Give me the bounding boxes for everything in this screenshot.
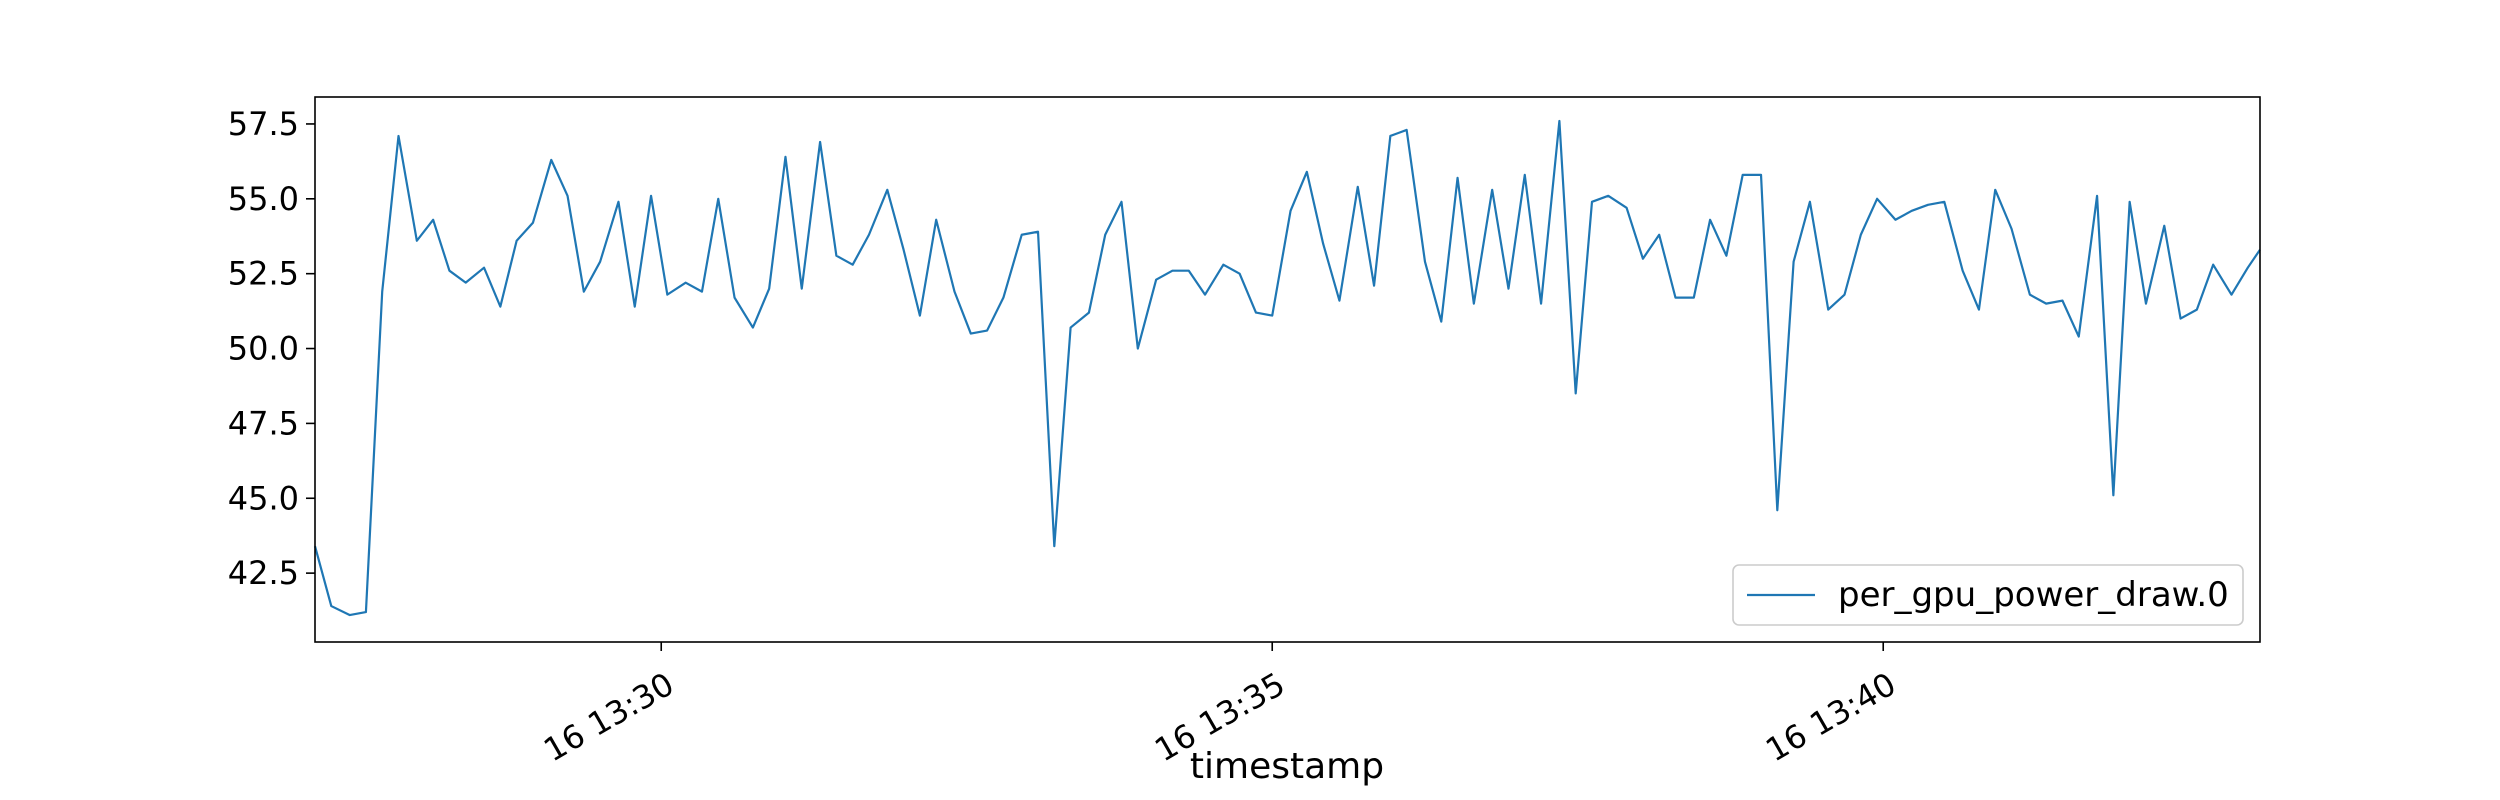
x-tick-label: 16 13:30 xyxy=(537,665,680,769)
series-layer xyxy=(313,119,2261,617)
y-tick-label: 57.5 xyxy=(228,105,299,143)
legend-series-label: per_gpu_power_draw.0 xyxy=(1838,575,2229,615)
x-tick-label: 16 13:40 xyxy=(1759,665,1902,769)
y-tick-label: 55.0 xyxy=(228,180,299,218)
legend: per_gpu_power_draw.0 xyxy=(1732,564,2244,626)
y-tick-label: 50.0 xyxy=(228,330,299,368)
y-tick-label: 45.0 xyxy=(228,479,299,517)
y-tick-label: 47.5 xyxy=(228,404,299,442)
y-tick-label: 42.5 xyxy=(228,554,299,592)
legend-box xyxy=(1732,564,2244,626)
series-line xyxy=(313,119,2261,617)
y-tick-label: 52.5 xyxy=(228,255,299,293)
x-axis-label: timestamp xyxy=(1190,746,1384,787)
ticks-layer: 42.5 45.0 47.5 50.0 52.5 55.0 57.5 16 13:30 16 1… xyxy=(228,105,1902,769)
plot-frame xyxy=(314,96,2261,643)
